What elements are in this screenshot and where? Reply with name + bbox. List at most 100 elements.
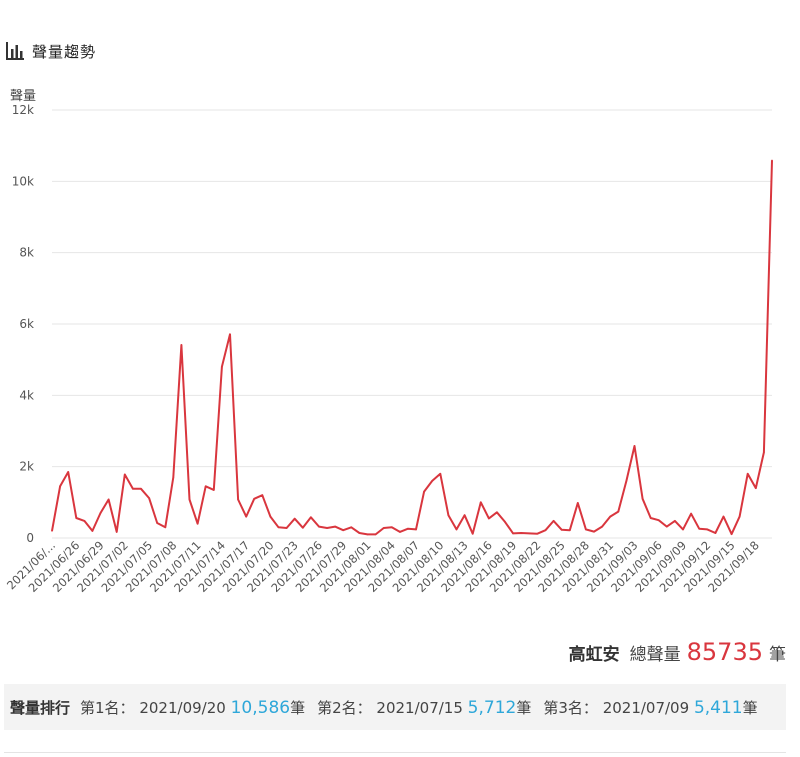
data-point: [455, 528, 458, 531]
data-point: [277, 526, 280, 529]
data-point: [609, 515, 612, 518]
chart-series: [51, 159, 773, 536]
data-point: [342, 529, 345, 531]
data-point: [382, 527, 385, 529]
data-point: [326, 527, 328, 529]
data-point: [188, 498, 191, 501]
rank-position: 第2名：: [317, 698, 372, 717]
data-point: [334, 525, 336, 528]
data-point: [698, 527, 700, 530]
ranking-label: 聲量排行: [10, 698, 71, 717]
data-point: [504, 521, 506, 523]
data-point: [124, 473, 126, 476]
data-point: [552, 520, 555, 522]
ranking-entry: 第3名： 2021/07/09 5,411筆: [543, 697, 757, 718]
data-point: [91, 530, 94, 532]
y-tick-label: 0: [26, 531, 34, 545]
data-point: [67, 471, 69, 473]
data-point: [746, 473, 749, 475]
y-tick-label: 6k: [19, 317, 34, 331]
rank-count: 5,411: [693, 697, 743, 718]
data-point: [99, 512, 102, 514]
total-label: 總聲量: [629, 645, 681, 665]
total-value: 85735: [686, 638, 763, 666]
rank-date: 2021/09/20: [139, 698, 226, 717]
data-point: [730, 533, 733, 535]
data-point: [51, 530, 53, 532]
y-tick-label: 4k: [19, 388, 34, 402]
data-point: [75, 517, 78, 519]
data-point: [156, 522, 158, 524]
data-point: [666, 525, 668, 528]
rank-unit: 筆: [516, 698, 532, 717]
data-point: [479, 501, 482, 504]
data-point: [682, 528, 684, 531]
data-point: [544, 529, 547, 531]
data-point: [471, 532, 474, 535]
data-point: [641, 497, 644, 500]
data-point: [560, 528, 563, 531]
data-point: [107, 498, 110, 501]
data-point: [738, 515, 741, 518]
data-point: [714, 532, 717, 534]
data-point: [310, 516, 312, 519]
data-point: [358, 532, 361, 534]
data-point: [285, 527, 288, 529]
data-point: [568, 529, 571, 531]
data-point: [577, 502, 579, 504]
data-point: [722, 515, 725, 518]
data-point: [115, 531, 118, 533]
data-point: [269, 515, 272, 518]
rank-date: 2021/07/09: [602, 698, 690, 717]
bottom-divider: [4, 752, 786, 753]
rank-date: 2021/07/15: [376, 698, 463, 717]
data-point: [221, 366, 223, 368]
data-point: [528, 532, 531, 535]
total-unit: 筆: [769, 645, 786, 665]
data-point: [447, 514, 450, 516]
data-point: [585, 528, 587, 531]
data-point: [172, 476, 175, 479]
data-point: [633, 445, 636, 447]
data-point: [407, 527, 409, 530]
rank-position: 第1名：: [80, 698, 135, 717]
data-point: [253, 497, 256, 500]
data-point: [674, 520, 676, 522]
data-point: [293, 517, 296, 520]
rank-count: 5,712: [467, 697, 517, 718]
data-point: [148, 497, 150, 499]
bar-chart-icon: [6, 42, 24, 60]
volume-trend-chart: 聲量 0 2k 4k 6k 8k 10k 12k 2021/06/...2021/06/26…: [4, 88, 773, 595]
data-point: [415, 528, 417, 531]
data-point: [690, 512, 692, 515]
data-point: [423, 490, 425, 493]
data-point: [488, 517, 490, 520]
data-point: [536, 532, 539, 535]
y-tick-label: 2k: [19, 460, 34, 474]
chart-grid: [52, 109, 772, 539]
data-point: [366, 533, 369, 536]
data-point: [301, 526, 304, 529]
data-point: [625, 480, 628, 482]
data-point: [617, 510, 620, 513]
data-point: [237, 498, 239, 501]
data-point: [496, 511, 498, 514]
data-point: [140, 487, 142, 490]
data-point: [601, 525, 603, 528]
total-volume: 高虹安 總聲量 85735 筆: [569, 638, 786, 666]
data-point: [755, 487, 757, 489]
data-point: [463, 514, 466, 516]
data-point: [132, 487, 134, 490]
data-point: [431, 480, 434, 482]
y-axis-ticks: 0 2k 4k 6k 8k 10k 12k: [12, 103, 34, 545]
y-tick-label: 12k: [12, 103, 34, 117]
chart-title: 聲量趨勢: [32, 42, 97, 61]
data-point: [649, 517, 652, 519]
data-point: [245, 515, 247, 518]
y-tick-label: 10k: [12, 174, 34, 188]
series-line: [51, 160, 773, 536]
rank-count: 10,586: [230, 697, 291, 718]
data-point: [261, 494, 264, 497]
data-point: [439, 473, 442, 475]
rank-unit: 筆: [290, 698, 306, 717]
